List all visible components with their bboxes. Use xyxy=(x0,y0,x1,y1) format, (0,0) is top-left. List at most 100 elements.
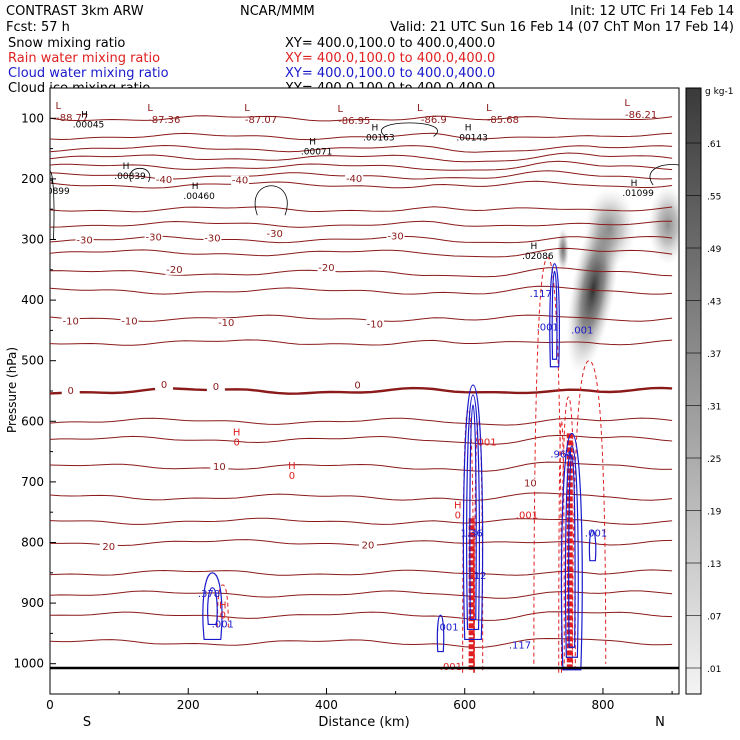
isotherm-label: 0 xyxy=(213,382,219,393)
cloud-water-contour xyxy=(568,455,576,648)
x-tick-label: 600 xyxy=(453,698,476,712)
snow-max-marker: H xyxy=(371,124,378,134)
isotherm-label: -10 xyxy=(218,318,234,329)
temperature-min-value: -86.21 xyxy=(625,110,657,121)
header-model-title: CONTRAST 3km ARW xyxy=(6,4,144,19)
y-tick-label: 400 xyxy=(21,293,44,307)
colorbar-ramp xyxy=(685,87,702,695)
colorbar-unit: g kg-1 xyxy=(705,87,733,97)
isotherm-label-bg xyxy=(206,381,225,392)
isotherm-label-bg xyxy=(217,318,236,329)
y-tick-label: 800 xyxy=(21,536,44,550)
isotherm-label: -20 xyxy=(166,265,182,276)
temperature-min-marker: L xyxy=(338,104,344,115)
cloud-water-label: .001 xyxy=(537,322,559,333)
isotherm-label-bg xyxy=(144,232,163,243)
field-xy-rain: XY= 400.0,100.0 to 400.0,400.0 xyxy=(285,51,495,66)
header-valid-time: Valid: 21 UTC Sun 16 Feb 14 (07 ChT Mon … xyxy=(390,20,734,35)
snow-max-value: .00045 xyxy=(73,120,105,130)
snow-max-value: .02086 xyxy=(522,252,554,262)
isotherm-line xyxy=(50,386,673,395)
y-tick-label: 300 xyxy=(21,233,44,247)
isotherm-line xyxy=(50,220,673,228)
isotherm-label-bg xyxy=(210,461,229,472)
isotherm-label: -40 xyxy=(156,175,172,186)
isotherm-label-bg xyxy=(317,263,336,274)
colorbar-level-label: .43 xyxy=(707,298,721,308)
header-init-time: Init: 12 UTC Fri 14 Feb 14 xyxy=(570,4,734,19)
cloud-water-contour xyxy=(462,384,484,641)
isotherm-label: 10 xyxy=(524,479,537,490)
cloud-water-contour xyxy=(549,263,560,368)
temperature-min-marker: L xyxy=(486,103,492,114)
temperature-min-marker: L xyxy=(417,103,423,114)
colorbar-level-label: .07 xyxy=(707,613,721,623)
isotherm-label: 20 xyxy=(362,541,375,552)
isotherm-line xyxy=(50,132,673,141)
cloud-water-contour xyxy=(588,529,597,562)
isotherm-label-bg xyxy=(348,380,367,391)
isotherm-label-bg xyxy=(155,379,174,390)
temperature-min-value: -87.36 xyxy=(148,115,180,126)
snow-max-value: .00071 xyxy=(301,148,333,158)
isotherm-label: -30 xyxy=(387,232,403,243)
isotherm-label: 20 xyxy=(102,542,115,553)
rain-label: 0 xyxy=(289,471,295,482)
isotherm-label-bg xyxy=(365,319,384,330)
isotherm-line xyxy=(50,160,673,171)
cloud-water-label: 1.36 xyxy=(461,528,483,539)
isotherm-label-bg xyxy=(61,386,80,397)
field-xy-snow: XY= 400.0,100.0 to 400.0,400.0 xyxy=(285,36,495,51)
isotherm-label: 0 xyxy=(68,386,74,397)
isotherm-label-bg xyxy=(231,175,250,186)
cloud-ice-shading-anvil xyxy=(648,185,679,265)
cloud-water-label: .378 xyxy=(198,589,220,600)
isotherm-label-bg xyxy=(99,541,118,552)
isotherm-label: -10 xyxy=(121,316,137,327)
isotherm-label-bg xyxy=(75,235,94,246)
cloud-water-contour xyxy=(202,572,223,641)
plot-labels: -40 -40 -40 -30 -30 -30 -30 -20 -20 -30 -10 -10 -10 -… xyxy=(47,98,657,673)
cloud-water-contour xyxy=(551,270,558,360)
snow-contour xyxy=(649,164,679,186)
isotherm-label: -40 xyxy=(346,174,362,185)
isotherm-label-bg xyxy=(358,540,377,551)
cloud-water-label: .117 xyxy=(509,641,531,652)
cloud-water-label: .12 xyxy=(471,571,487,582)
x-axis: 0 200 400 600 800 xyxy=(46,688,673,712)
cloud-water-label: .117 xyxy=(530,289,552,300)
isotherm-line xyxy=(50,180,673,189)
cloud-water-contours xyxy=(202,263,597,671)
cloud-water-label: .001 xyxy=(571,325,593,336)
snow-max-value: .00460 xyxy=(183,192,215,202)
colorbar-level-label: .19 xyxy=(707,508,722,518)
cloud-water-contour xyxy=(560,432,583,671)
isotherm-line xyxy=(50,285,673,295)
y-tick-label: 600 xyxy=(21,414,44,428)
header-center: NCAR/MMM xyxy=(240,4,315,19)
y-tick-label: 200 xyxy=(21,172,44,186)
cloud-water-contour xyxy=(466,394,480,631)
temperature-min-value: -88.77 xyxy=(56,113,88,124)
rain-label: 0 xyxy=(220,610,226,621)
snow-max-marker: H xyxy=(465,124,472,134)
rain-contour xyxy=(533,257,562,664)
isotherm-label-bg xyxy=(345,173,364,184)
isotherm-label: 0 xyxy=(354,381,360,392)
snow-contour xyxy=(129,168,151,183)
rain-contour xyxy=(572,360,607,664)
snow-contour xyxy=(50,170,55,240)
snow-max-marker: H xyxy=(530,242,537,252)
x-tick-label: 800 xyxy=(592,698,615,712)
header-forecast-hour: Fcst: 57 h xyxy=(6,20,70,35)
snow-max-marker: H xyxy=(47,177,54,187)
x-axis-north-label: N xyxy=(655,715,665,730)
isotherm-line xyxy=(50,206,673,213)
isotherm-line xyxy=(50,314,673,322)
field-name-snow: Snow mixing ratio xyxy=(8,36,125,51)
colorbar-level-label: .61 xyxy=(707,140,721,150)
isotherm-label-bg xyxy=(203,233,222,244)
isotherm-line xyxy=(50,144,673,153)
y-axis-label: Pressure (hPa) xyxy=(5,347,19,433)
temperature-min-value: -86.95 xyxy=(338,116,370,127)
